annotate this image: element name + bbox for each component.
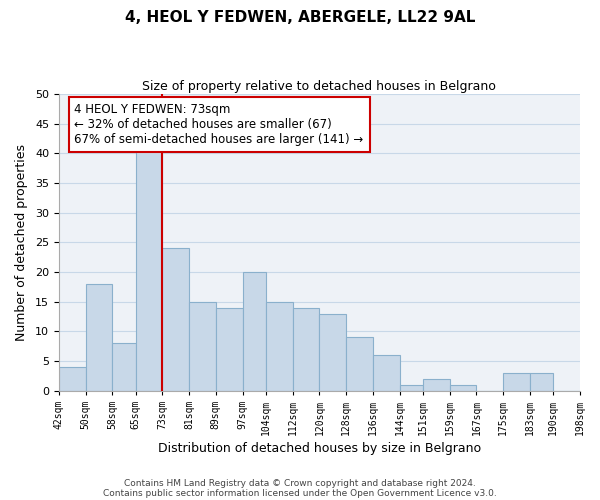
Text: 4, HEOL Y FEDWEN, ABERGELE, LL22 9AL: 4, HEOL Y FEDWEN, ABERGELE, LL22 9AL	[125, 10, 475, 25]
Bar	[423, 379, 449, 391]
Bar	[449, 385, 476, 391]
Bar	[86, 284, 112, 391]
Text: Contains public sector information licensed under the Open Government Licence v3: Contains public sector information licen…	[103, 488, 497, 498]
Bar	[242, 272, 266, 391]
Bar	[346, 338, 373, 391]
Bar	[503, 373, 530, 391]
Bar	[189, 302, 216, 391]
Text: Contains HM Land Registry data © Crown copyright and database right 2024.: Contains HM Land Registry data © Crown c…	[124, 478, 476, 488]
Bar	[112, 344, 136, 391]
Bar	[319, 314, 346, 391]
Bar	[59, 367, 86, 391]
Bar	[216, 308, 242, 391]
Bar	[163, 248, 189, 391]
Bar	[373, 355, 400, 391]
Bar	[530, 373, 553, 391]
X-axis label: Distribution of detached houses by size in Belgrano: Distribution of detached houses by size …	[158, 442, 481, 455]
Title: Size of property relative to detached houses in Belgrano: Size of property relative to detached ho…	[142, 80, 496, 93]
Bar	[293, 308, 319, 391]
Text: 4 HEOL Y FEDWEN: 73sqm
← 32% of detached houses are smaller (67)
67% of semi-det: 4 HEOL Y FEDWEN: 73sqm ← 32% of detached…	[74, 103, 364, 146]
Bar	[136, 148, 163, 391]
Bar	[266, 302, 293, 391]
Bar	[400, 385, 423, 391]
Y-axis label: Number of detached properties: Number of detached properties	[15, 144, 28, 341]
